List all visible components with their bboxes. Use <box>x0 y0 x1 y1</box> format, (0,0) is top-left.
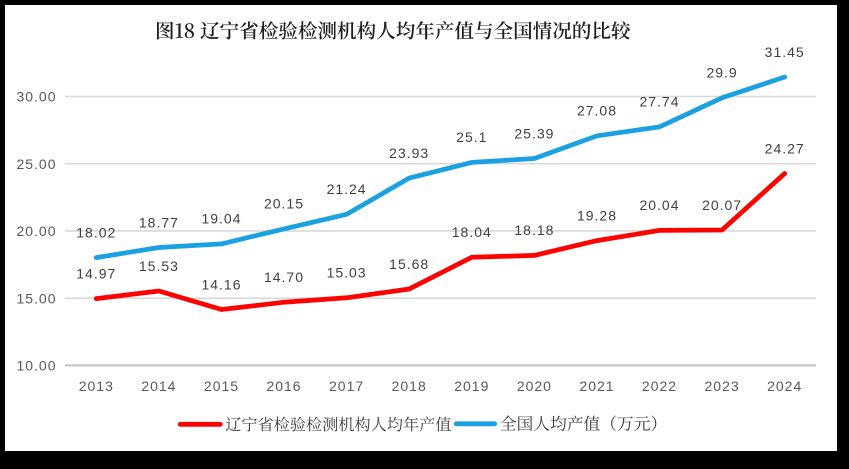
svg-text:27.74: 27.74 <box>639 94 679 110</box>
svg-text:25.00: 25.00 <box>16 156 56 172</box>
svg-text:23.93: 23.93 <box>389 145 429 161</box>
svg-text:2013: 2013 <box>79 378 114 394</box>
svg-text:31.45: 31.45 <box>765 44 805 60</box>
svg-text:21.24: 21.24 <box>327 181 367 197</box>
svg-text:18.18: 18.18 <box>514 222 554 238</box>
svg-text:24.27: 24.27 <box>765 140 805 156</box>
svg-text:2024: 2024 <box>767 378 802 394</box>
svg-text:30.00: 30.00 <box>16 89 56 105</box>
svg-text:2015: 2015 <box>204 378 239 394</box>
svg-text:2014: 2014 <box>141 378 176 394</box>
svg-text:20.07: 20.07 <box>702 197 742 213</box>
svg-text:18.04: 18.04 <box>452 224 492 240</box>
svg-text:18.77: 18.77 <box>139 214 179 230</box>
svg-text:25.39: 25.39 <box>514 125 554 141</box>
svg-text:2022: 2022 <box>642 378 677 394</box>
svg-text:19.04: 19.04 <box>201 211 241 227</box>
svg-text:15.53: 15.53 <box>139 258 179 274</box>
svg-text:25.1: 25.1 <box>456 129 487 145</box>
svg-text:2023: 2023 <box>705 378 740 394</box>
svg-text:2019: 2019 <box>454 378 489 394</box>
svg-text:14.16: 14.16 <box>201 276 241 292</box>
svg-text:15.68: 15.68 <box>389 256 429 272</box>
svg-text:29.9: 29.9 <box>706 65 737 81</box>
svg-text:20.04: 20.04 <box>639 197 679 213</box>
svg-text:2017: 2017 <box>329 378 364 394</box>
svg-text:18.02: 18.02 <box>76 224 116 240</box>
svg-text:15.00: 15.00 <box>16 290 56 306</box>
svg-text:2020: 2020 <box>517 378 552 394</box>
svg-text:19.28: 19.28 <box>577 207 617 223</box>
svg-text:15.03: 15.03 <box>327 265 367 281</box>
svg-text:2021: 2021 <box>579 378 614 394</box>
svg-text:2018: 2018 <box>392 378 427 394</box>
svg-text:27.08: 27.08 <box>577 103 617 119</box>
svg-text:14.97: 14.97 <box>76 265 116 281</box>
svg-text:20.15: 20.15 <box>264 196 304 212</box>
svg-text:20.00: 20.00 <box>16 223 56 239</box>
svg-text:14.70: 14.70 <box>264 269 304 285</box>
svg-text:10.00: 10.00 <box>16 358 56 374</box>
svg-text:2016: 2016 <box>266 378 301 394</box>
